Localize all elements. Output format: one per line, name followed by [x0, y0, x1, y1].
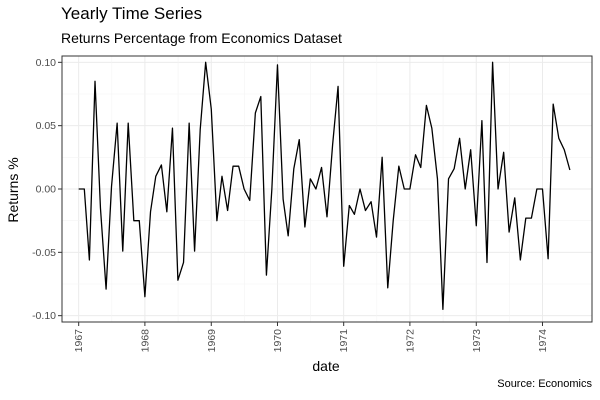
y-axis: -0.10 -0.05 0.00 0.05 0.10 — [32, 57, 62, 322]
chart-subtitle: Returns Percentage from Economics Datase… — [61, 30, 342, 46]
y-tick-label: 0.05 — [36, 120, 57, 132]
series-layer — [78, 61, 571, 310]
x-tick-label: 1971 — [338, 329, 350, 353]
major-gridlines — [62, 56, 592, 322]
y-tick-label: -0.10 — [32, 310, 56, 322]
y-axis-title: Returns % — [5, 157, 21, 222]
chart-caption: Source: Economics — [497, 378, 592, 390]
x-tick-label: 1968 — [139, 329, 151, 353]
chart-title: Yearly Time Series — [61, 4, 203, 23]
y-tick-label: -0.05 — [32, 247, 56, 259]
y-tick-label: 0.00 — [36, 184, 57, 196]
y-tick-label: 0.10 — [36, 57, 57, 69]
x-tick-label: 1967 — [73, 329, 85, 353]
x-tick-label: 1972 — [404, 329, 416, 353]
x-tick-label: 1973 — [471, 329, 483, 353]
x-tick-label: 1969 — [206, 329, 218, 353]
series-line — [78, 61, 571, 310]
x-axis-title: date — [312, 358, 339, 374]
x-tick-label: 1974 — [537, 329, 549, 353]
x-tick-label: 1970 — [272, 329, 284, 353]
x-axis: 1967 1968 1969 1970 1971 1972 1973 1974 — [73, 322, 549, 352]
